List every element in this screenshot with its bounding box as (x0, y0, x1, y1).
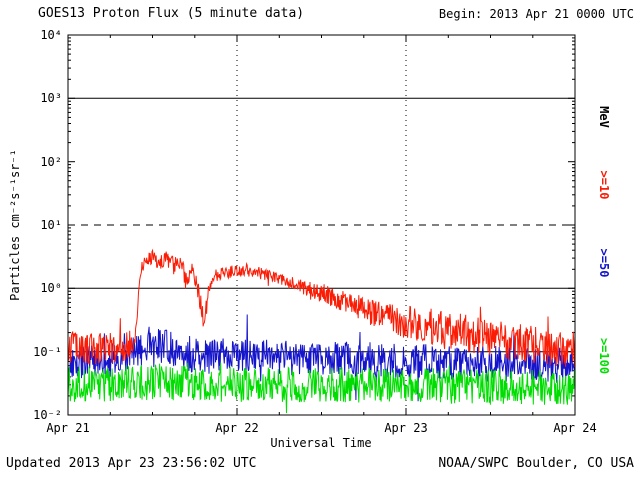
y-tick-label: 10⁻² (33, 408, 62, 422)
chart-title: GOES13 Proton Flux (5 minute data) (38, 6, 305, 21)
energy-channel-label: MeV (597, 106, 611, 128)
series--10-mev (67, 248, 576, 367)
x-tick-label: Apr 21 (46, 421, 90, 435)
y-tick-label: 10¹ (40, 218, 62, 232)
x-tick-label: Apr 22 (215, 421, 259, 435)
plot-frame (67, 34, 576, 416)
series--50-mev (67, 314, 576, 402)
x-tick-label: Apr 23 (384, 421, 428, 435)
y-tick-label: 10³ (40, 91, 62, 106)
y-tick-label: 10⁰ (40, 281, 62, 296)
energy-channel-label: >=10 (597, 170, 611, 200)
updated-timestamp: Updated 2013 Apr 23 23:56:02 UTC (6, 456, 257, 471)
y-tick-label: 10⁴ (40, 28, 62, 42)
series--100-mev (67, 362, 576, 414)
source-label: NOAA/SWPC Boulder, CO USA (438, 456, 634, 471)
energy-channel-label: >=50 (597, 248, 611, 278)
y-tick-label: 10² (40, 154, 62, 169)
begin-timestamp: Begin: 2013 Apr 21 0000 UTC (438, 7, 634, 21)
y-tick-label: 10⁻¹ (33, 344, 62, 359)
energy-channel-label: >=100 (597, 337, 611, 375)
x-axis-label: Universal Time (270, 436, 372, 450)
x-tick-label: Apr 24 (553, 421, 597, 435)
